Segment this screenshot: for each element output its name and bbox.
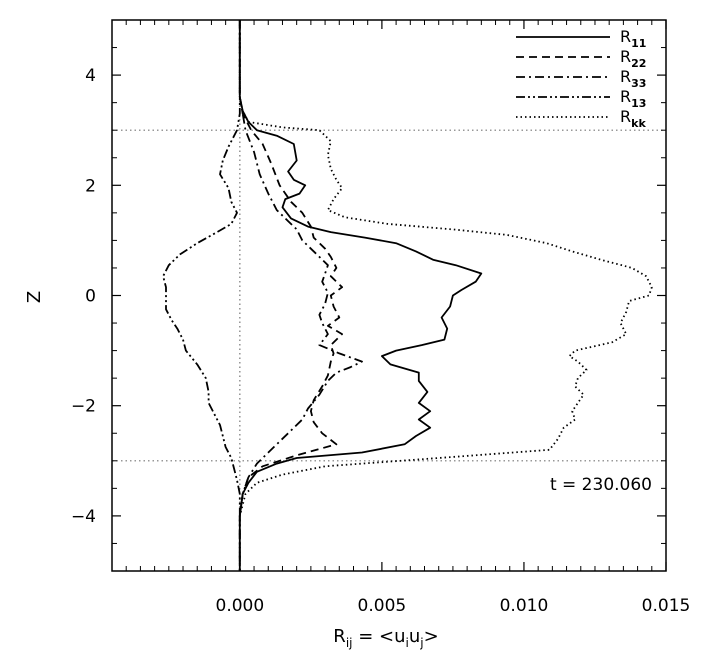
x-tick-label: 0.010 (500, 596, 549, 616)
x-tick-label: 0.005 (358, 596, 407, 616)
series-lines (162, 20, 653, 571)
y-tick-label: −2 (71, 397, 96, 417)
legend-label-Rkk: Rkk (620, 107, 646, 130)
series-line-R22 (238, 20, 343, 571)
x-axis-label-eq: = <u (352, 626, 405, 647)
y-tick-label: 0 (85, 287, 96, 307)
series-line-R13 (162, 20, 241, 571)
y-axis-label: Z (24, 291, 45, 303)
legend-label-R11: R11 (620, 27, 646, 50)
x-axis-label-sub: ij (346, 636, 353, 650)
x-tick-label: 0.000 (216, 596, 265, 616)
x-axis-label-sub2: i (406, 636, 409, 650)
series-line-R33 (238, 20, 363, 571)
x-axis-label-sub3: j (419, 636, 423, 650)
y-tick-label: −4 (71, 507, 96, 527)
y-tick-label: 2 (85, 176, 96, 196)
x-axis-label: Rij = <uiuj> (333, 626, 438, 650)
x-axis-label-main: R (333, 626, 346, 647)
legend-label-R33: R33 (620, 67, 646, 90)
time-annotation: t = 230.060 (550, 475, 652, 495)
axis-ticks: 0.000 0.005 0.010 0.015 −4 −2 0 2 4 (71, 19, 691, 616)
x-axis-label-end: > (424, 626, 439, 647)
legend-label-R13: R13 (620, 87, 646, 110)
legend-label-R22: R22 (620, 47, 646, 70)
y-tick-label: 4 (85, 66, 96, 86)
reference-lines (112, 20, 666, 571)
x-axis-label-mid: u (409, 626, 420, 647)
series-line-R11 (238, 20, 483, 571)
x-tick-label: 0.015 (642, 596, 691, 616)
